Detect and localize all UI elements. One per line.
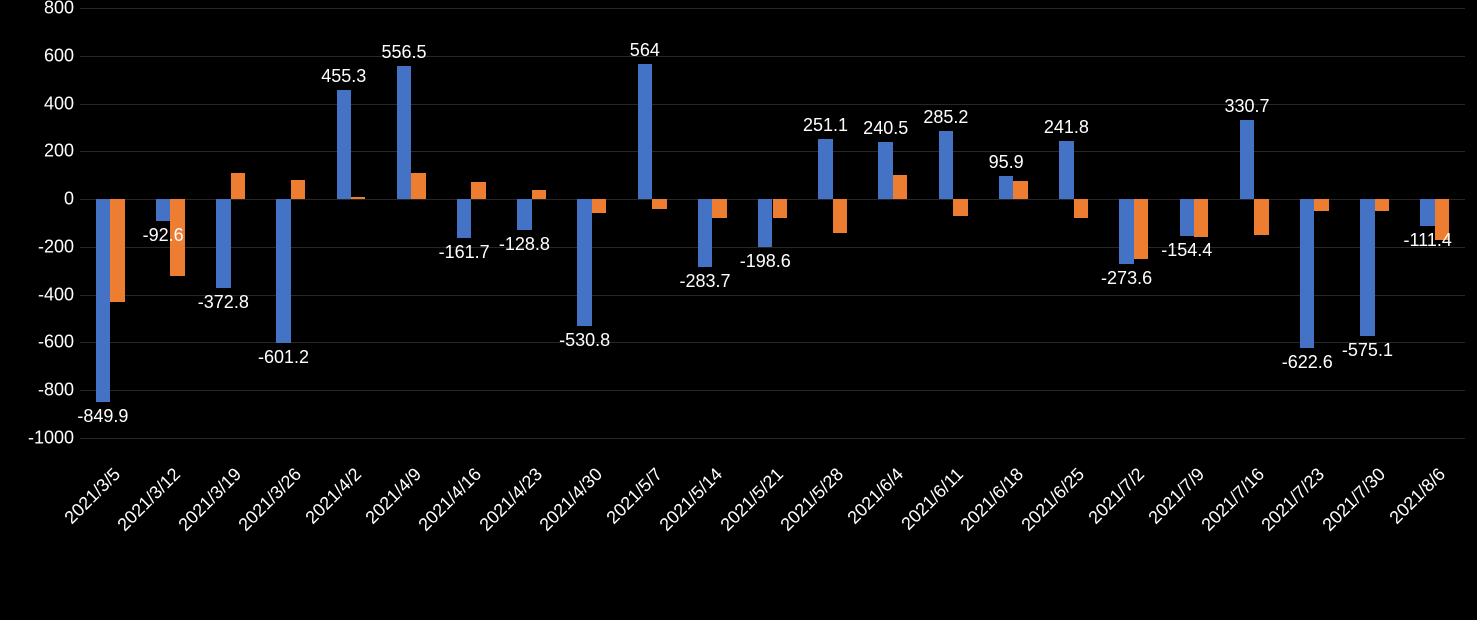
bar-series-2: [471, 182, 485, 199]
bar-series-2: [1314, 199, 1328, 211]
bar-series-2: [351, 197, 365, 199]
bar-series-1: [638, 64, 652, 199]
bar-series-1: [939, 131, 953, 199]
bar-series-2: [110, 199, 124, 302]
y-tick-label: 200: [44, 141, 74, 162]
bar-series-2: [893, 175, 907, 199]
bar-series-2: [652, 199, 666, 209]
y-tick-label: 800: [44, 0, 74, 19]
data-label: 564: [630, 40, 660, 61]
gridline: [80, 151, 1465, 152]
bar-series-1: [1180, 199, 1194, 236]
data-label: 241.8: [1044, 117, 1089, 138]
data-label: 95.9: [989, 152, 1024, 173]
bar-series-1: [1119, 199, 1133, 264]
bar-series-2: [532, 190, 546, 200]
bar-series-2: [712, 199, 726, 218]
bar-series-2: [1254, 199, 1268, 235]
bar-series-1: [878, 142, 892, 199]
bar-series-2: [773, 199, 787, 218]
chart-container: -849.9-92.6-372.8-601.2455.3556.5-161.7-…: [0, 0, 1477, 591]
y-tick-label: -200: [38, 236, 74, 257]
data-label: -111.4: [1403, 230, 1451, 251]
bar-series-2: [1013, 181, 1027, 199]
bar-series-1: [1360, 199, 1374, 336]
bar-series-1: [337, 90, 351, 199]
bar-series-1: [1420, 199, 1434, 226]
y-tick-label: 600: [44, 45, 74, 66]
data-label: 251.1: [803, 115, 848, 136]
bar-series-2: [953, 199, 967, 216]
data-label: -273.6: [1101, 268, 1152, 289]
data-label: -575.1: [1342, 340, 1393, 361]
data-label: -530.8: [559, 330, 610, 351]
bar-series-2: [1074, 199, 1088, 218]
bar-series-1: [156, 199, 170, 221]
bar-series-2: [1134, 199, 1148, 259]
bar-series-1: [1300, 199, 1314, 348]
y-tick-label: -1000: [28, 428, 74, 449]
bar-series-1: [96, 199, 110, 402]
bar-series-1: [999, 176, 1013, 199]
data-label: -154.4: [1161, 240, 1212, 261]
data-label: -372.8: [198, 292, 249, 313]
bar-series-2: [411, 173, 425, 199]
gridline: [80, 8, 1465, 9]
data-label: -283.7: [680, 271, 731, 292]
data-label: 455.3: [321, 66, 366, 87]
gridline: [80, 390, 1465, 391]
bar-series-1: [216, 199, 230, 288]
bar-series-2: [291, 180, 305, 199]
bar-series-1: [818, 139, 832, 199]
y-tick-label: -600: [38, 332, 74, 353]
y-tick-label: 0: [64, 189, 74, 210]
gridline: [80, 56, 1465, 57]
bar-series-1: [577, 199, 591, 326]
bar-series-2: [833, 199, 847, 232]
bar-series-2: [231, 173, 245, 199]
data-label: -161.7: [439, 242, 490, 263]
bar-series-2: [1375, 199, 1389, 211]
bar-series-2: [592, 199, 606, 213]
data-label: -601.2: [258, 347, 309, 368]
bar-series-1: [517, 199, 531, 230]
data-label: -198.6: [740, 251, 791, 272]
data-label: -92.6: [143, 225, 184, 246]
bar-series-1: [457, 199, 471, 238]
bar-series-1: [1059, 141, 1073, 199]
bar-series-1: [698, 199, 712, 267]
gridline: [80, 438, 1465, 439]
bar-series-1: [1240, 120, 1254, 199]
data-label: 330.7: [1224, 96, 1269, 117]
y-tick-label: -400: [38, 284, 74, 305]
data-label: -622.6: [1282, 352, 1333, 373]
data-label: -128.8: [499, 234, 550, 255]
data-label: 556.5: [381, 42, 426, 63]
y-tick-label: -800: [38, 380, 74, 401]
bar-series-1: [397, 66, 411, 199]
bar-series-1: [758, 199, 772, 246]
y-tick-label: 400: [44, 93, 74, 114]
data-label: 240.5: [863, 118, 908, 139]
data-label: -849.9: [77, 406, 128, 427]
bar-series-1: [276, 199, 290, 343]
bar-series-2: [1194, 199, 1208, 237]
data-label: 285.2: [923, 107, 968, 128]
